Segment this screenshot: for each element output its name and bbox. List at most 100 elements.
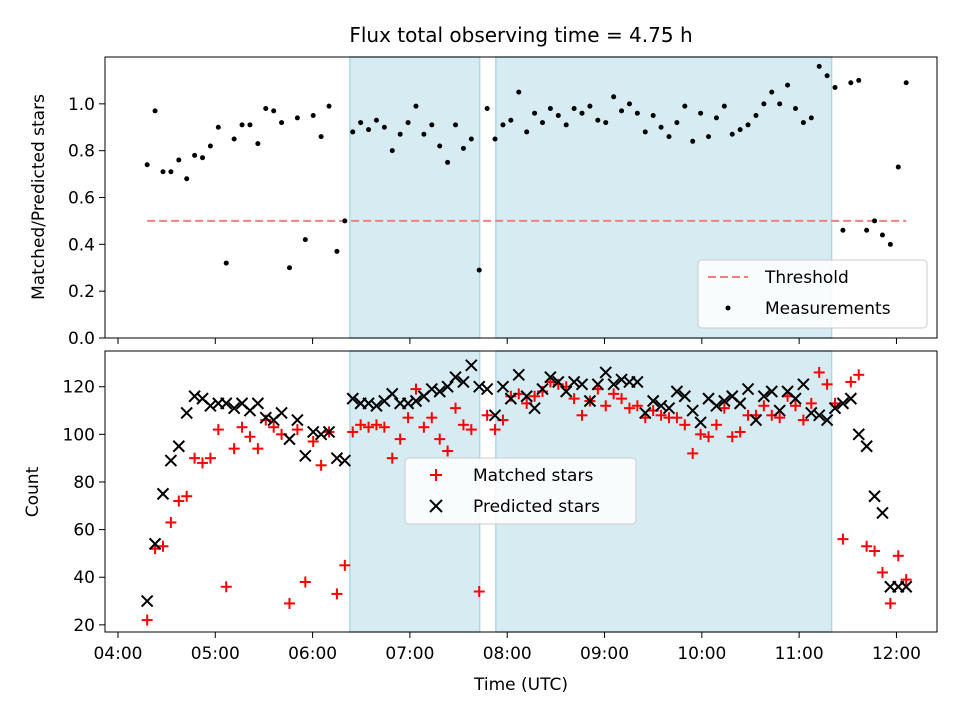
measurement-point <box>366 127 372 133</box>
predicted-point <box>449 370 462 384</box>
legend-matched-label: Matched stars <box>473 466 593 486</box>
x-tick-label: 07:00 <box>385 644 434 664</box>
matched-point <box>813 366 825 378</box>
measurement-point <box>263 106 269 112</box>
predicted-point <box>204 399 217 412</box>
measurement-point <box>516 89 522 95</box>
bottom-legend: Matched stars Predicted stars <box>404 457 637 525</box>
top-y-tick-label: 0.4 <box>68 235 95 255</box>
measurement-point <box>310 113 316 119</box>
matched-point <box>307 435 319 447</box>
matched-point <box>726 431 738 443</box>
measurement-point <box>642 129 648 135</box>
measurement-point <box>421 131 427 137</box>
matched-point <box>347 426 359 438</box>
measurement-point <box>555 113 561 119</box>
count-points <box>140 359 913 626</box>
predicted-point <box>528 401 541 415</box>
matched-point <box>568 393 580 405</box>
measurement-point <box>160 169 166 175</box>
legend-measurements-swatch <box>725 305 731 311</box>
top-legend: Threshold Measurements <box>697 259 928 329</box>
matched-point <box>212 424 224 436</box>
measurement-point <box>302 237 308 243</box>
measurement-point <box>381 124 387 130</box>
matched-point <box>853 369 865 381</box>
measurement-point <box>397 131 403 137</box>
bottom-panel: 04:00 05:00 06:00 07:00 08:00 09:00 10:00 11:00… <box>23 350 938 695</box>
predicted-point <box>370 399 383 412</box>
matched-point <box>623 402 635 414</box>
predicted-point <box>686 404 699 417</box>
predicted-point <box>227 401 241 415</box>
measurement-point <box>721 103 727 109</box>
matched-point <box>710 419 722 431</box>
predicted-point <box>631 375 644 389</box>
top-y-tick-label: 0.0 <box>68 329 95 349</box>
measurement-point <box>626 101 632 107</box>
matched-point <box>299 576 311 588</box>
measurement-point <box>350 129 356 135</box>
x-axis-label: Time (UTC) <box>473 675 568 695</box>
measurement-point <box>484 106 490 112</box>
x-tick-label: 08:00 <box>483 644 532 664</box>
predicted-point <box>465 359 478 372</box>
matched-point <box>410 383 422 395</box>
matched-point <box>529 390 541 402</box>
top-y-ticks: 0.0 0.2 0.4 0.6 0.8 1.0 <box>68 95 105 349</box>
matched-point <box>363 421 375 433</box>
matched-point <box>355 419 367 431</box>
measurement-point <box>294 115 300 121</box>
matched-point <box>845 376 857 388</box>
predicted-point <box>765 385 778 398</box>
matched-point <box>703 431 715 443</box>
matched-point <box>426 412 438 424</box>
matched-point <box>228 443 240 455</box>
matched-point <box>339 559 351 571</box>
predicted-point <box>828 401 842 415</box>
matched-point <box>220 581 232 593</box>
measurement-point <box>563 122 569 128</box>
predicted-point <box>299 449 312 462</box>
matched-point <box>900 574 912 586</box>
measurement-point <box>729 131 735 137</box>
predicted-point <box>757 390 771 403</box>
measurement-point <box>832 84 838 90</box>
predicted-point <box>899 580 913 593</box>
matched-point <box>821 378 833 390</box>
measurement-point <box>358 120 364 126</box>
predicted-point <box>386 387 399 401</box>
measurement-point <box>184 176 190 182</box>
matched-point <box>418 421 430 433</box>
predicted-point <box>512 368 525 382</box>
predicted-point <box>639 406 652 420</box>
predicted-point <box>567 375 581 389</box>
top-legend-box <box>697 259 928 329</box>
matched-point <box>165 516 177 528</box>
matched-point <box>687 447 699 459</box>
matched-point <box>189 452 201 464</box>
matched-point <box>236 421 248 433</box>
measurement-point <box>887 241 893 247</box>
legend-measurements-label: Measurements <box>765 299 891 319</box>
matched-point <box>861 540 873 552</box>
predicted-point <box>718 394 731 408</box>
measurement-point <box>658 124 664 130</box>
predicted-point <box>583 394 597 408</box>
matched-point <box>394 433 406 445</box>
matched-point <box>489 424 501 436</box>
x-tick-label: 05:00 <box>191 644 240 664</box>
measurement-point <box>753 113 759 119</box>
measurement-point <box>207 143 213 149</box>
measurement-point <box>144 162 150 168</box>
predicted-point <box>275 406 288 420</box>
predicted-point <box>749 413 763 427</box>
matched-point <box>331 588 343 600</box>
measurement-point <box>286 265 292 271</box>
measurement-point <box>200 155 206 161</box>
matched-point <box>268 421 280 433</box>
legend-threshold-label: Threshold <box>764 268 849 288</box>
measurement-point <box>342 218 348 224</box>
measurement-point <box>508 117 514 123</box>
measurement-point <box>864 227 870 233</box>
